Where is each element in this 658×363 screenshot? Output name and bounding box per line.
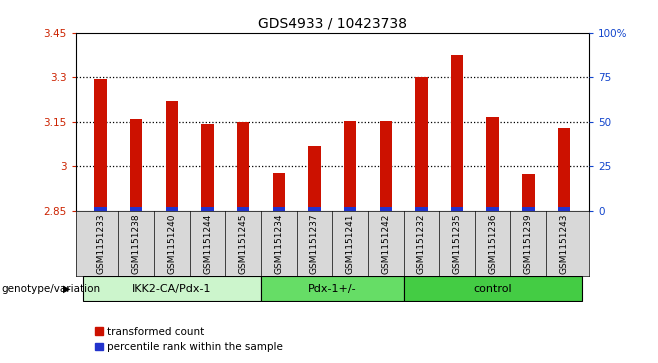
Bar bbox=[201, 124, 214, 211]
Bar bbox=[130, 119, 143, 211]
Bar bbox=[237, 207, 249, 211]
Bar bbox=[166, 101, 178, 211]
Bar bbox=[272, 207, 285, 211]
Bar bbox=[415, 77, 428, 211]
Text: GSM1151244: GSM1151244 bbox=[203, 214, 212, 274]
Text: GSM1151241: GSM1151241 bbox=[345, 214, 355, 274]
Bar bbox=[522, 174, 534, 211]
Bar bbox=[486, 117, 499, 211]
Bar bbox=[272, 174, 285, 211]
Text: GSM1151235: GSM1151235 bbox=[453, 214, 461, 274]
Bar bbox=[558, 128, 570, 211]
Text: GSM1151233: GSM1151233 bbox=[96, 214, 105, 274]
Bar bbox=[94, 79, 107, 211]
Text: GSM1151236: GSM1151236 bbox=[488, 214, 497, 274]
Text: GSM1151245: GSM1151245 bbox=[239, 214, 247, 274]
Text: GSM1151240: GSM1151240 bbox=[167, 214, 176, 274]
Text: ▶: ▶ bbox=[63, 284, 70, 294]
Bar bbox=[201, 207, 214, 211]
Bar bbox=[486, 207, 499, 211]
Bar bbox=[415, 207, 428, 211]
Bar bbox=[522, 207, 534, 211]
Bar bbox=[237, 122, 249, 211]
Bar bbox=[451, 207, 463, 211]
Text: control: control bbox=[473, 284, 512, 294]
Text: GSM1151242: GSM1151242 bbox=[381, 214, 390, 274]
Text: IKK2-CA/Pdx-1: IKK2-CA/Pdx-1 bbox=[132, 284, 212, 294]
Bar bbox=[380, 207, 392, 211]
Text: GSM1151237: GSM1151237 bbox=[310, 214, 319, 274]
Bar bbox=[558, 207, 570, 211]
FancyBboxPatch shape bbox=[403, 276, 582, 302]
Bar bbox=[130, 207, 143, 211]
Bar bbox=[451, 55, 463, 211]
Text: GSM1151238: GSM1151238 bbox=[132, 214, 141, 274]
Text: GSM1151234: GSM1151234 bbox=[274, 214, 284, 274]
Bar bbox=[308, 146, 320, 211]
Bar bbox=[94, 207, 107, 211]
Legend: transformed count, percentile rank within the sample: transformed count, percentile rank withi… bbox=[91, 322, 288, 356]
Text: Pdx-1+/-: Pdx-1+/- bbox=[308, 284, 357, 294]
Text: GSM1151239: GSM1151239 bbox=[524, 214, 533, 274]
Text: GSM1151232: GSM1151232 bbox=[417, 214, 426, 274]
Text: genotype/variation: genotype/variation bbox=[1, 284, 101, 294]
Bar bbox=[344, 207, 357, 211]
FancyBboxPatch shape bbox=[83, 276, 261, 302]
Bar bbox=[308, 207, 320, 211]
FancyBboxPatch shape bbox=[261, 276, 403, 302]
Bar bbox=[344, 121, 357, 211]
Title: GDS4933 / 10423738: GDS4933 / 10423738 bbox=[258, 16, 407, 30]
Bar bbox=[166, 207, 178, 211]
Text: GSM1151243: GSM1151243 bbox=[559, 214, 569, 274]
Bar bbox=[380, 121, 392, 211]
